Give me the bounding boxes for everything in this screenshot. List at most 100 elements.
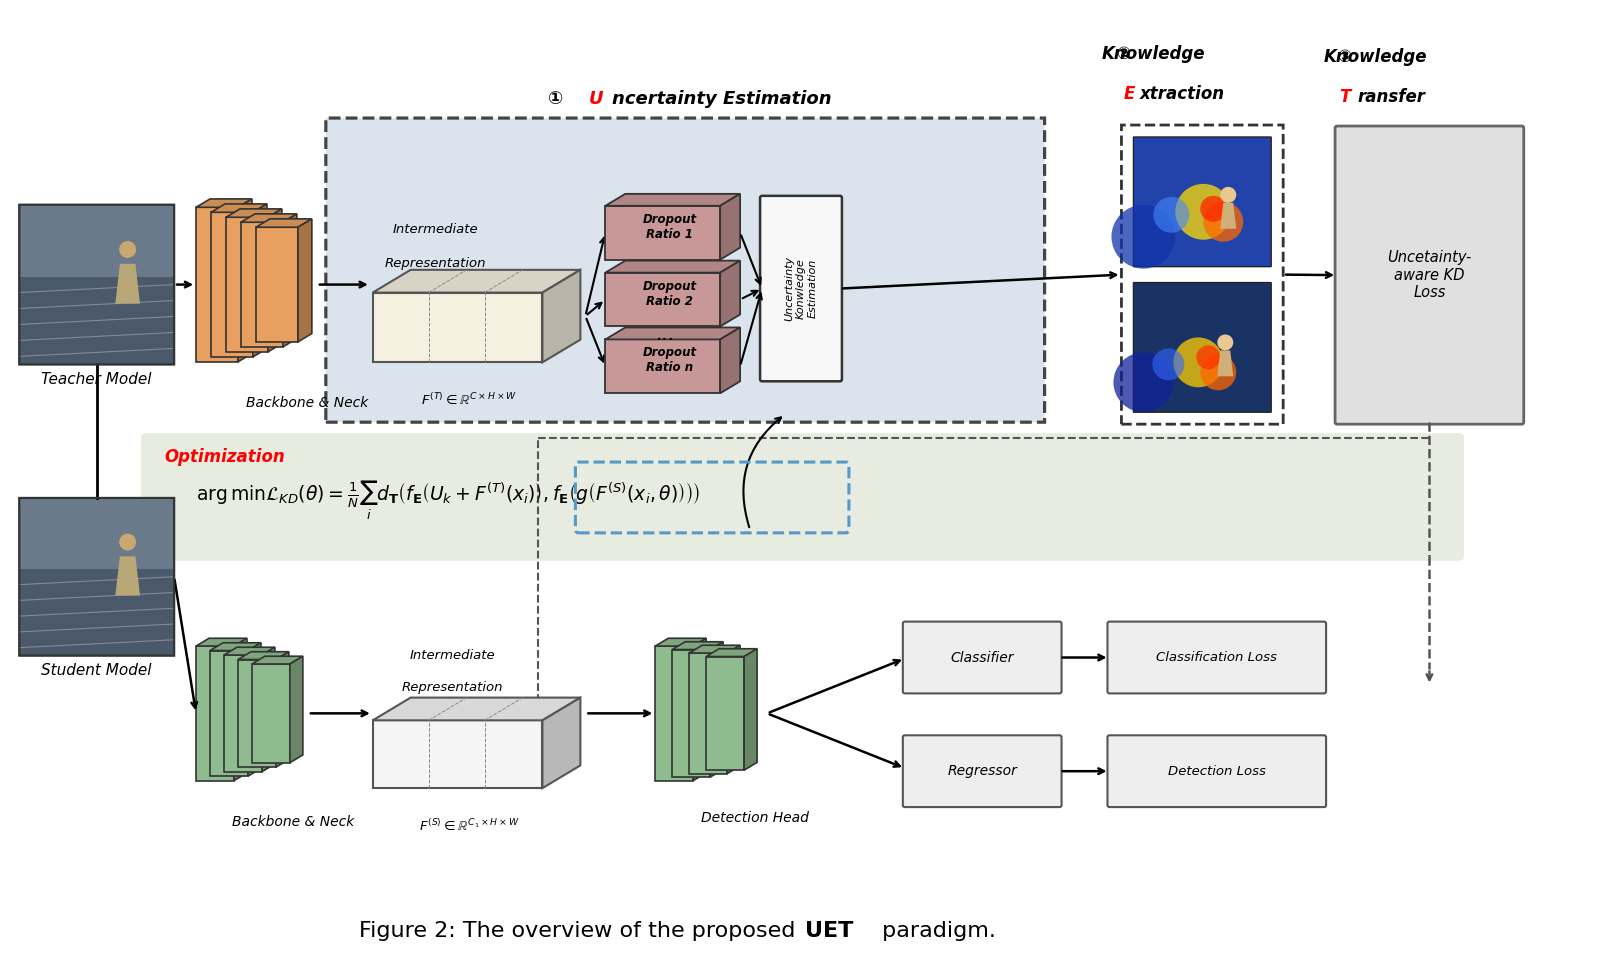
Circle shape [1220,187,1236,203]
Circle shape [1217,334,1233,351]
Polygon shape [709,642,722,777]
Polygon shape [196,646,234,780]
Text: paradigm.: paradigm. [875,920,995,941]
Polygon shape [196,207,238,362]
Text: Dropout
Ratio n: Dropout Ratio n [642,347,697,374]
FancyBboxPatch shape [759,196,841,381]
Text: ...: ... [655,325,674,344]
Circle shape [1111,205,1175,269]
Polygon shape [743,649,756,770]
Polygon shape [542,270,579,362]
Polygon shape [372,270,579,292]
Polygon shape [605,339,719,393]
Text: Knowledge: Knowledge [1323,48,1425,66]
Polygon shape [672,650,709,777]
Text: Teacher Model: Teacher Model [42,372,152,388]
FancyBboxPatch shape [326,118,1043,422]
Text: U: U [587,90,602,108]
Polygon shape [255,227,297,342]
Polygon shape [605,261,740,273]
Text: Uncetainty-
aware KD
Loss: Uncetainty- aware KD Loss [1387,250,1470,300]
Polygon shape [252,664,291,763]
Polygon shape [719,261,740,326]
FancyBboxPatch shape [1133,282,1271,412]
Text: T: T [1339,88,1350,106]
Polygon shape [672,642,722,650]
Polygon shape [255,219,311,227]
Polygon shape [693,638,706,780]
Text: Optimization: Optimization [164,448,284,467]
Text: ncertainty Estimation: ncertainty Estimation [612,90,831,108]
Polygon shape [254,204,266,356]
Polygon shape [719,194,740,260]
Circle shape [1152,197,1189,233]
Polygon shape [372,697,579,721]
Text: Classifier: Classifier [950,651,1013,664]
Polygon shape [210,204,266,212]
Text: Representation: Representation [385,256,486,270]
Polygon shape [706,649,756,656]
Polygon shape [241,222,282,347]
Polygon shape [1217,351,1233,376]
Polygon shape [1220,203,1236,229]
Circle shape [119,534,136,550]
Text: ransfer: ransfer [1356,88,1424,106]
Polygon shape [116,264,140,304]
Circle shape [1199,355,1236,391]
Polygon shape [247,643,260,776]
Text: $F^{(T)} \in \mathbb{R}^{C\times H\times W}$: $F^{(T)} \in \mathbb{R}^{C\times H\times… [421,393,517,408]
FancyBboxPatch shape [1133,137,1271,267]
Polygon shape [655,646,693,780]
FancyBboxPatch shape [19,205,173,364]
Polygon shape [238,659,276,768]
Text: Regressor: Regressor [947,765,1016,778]
Polygon shape [727,645,740,773]
Text: Intermediate: Intermediate [409,649,494,661]
Circle shape [1196,346,1220,369]
Polygon shape [196,199,252,207]
Circle shape [119,241,136,258]
Polygon shape [196,638,247,646]
Polygon shape [372,721,542,788]
Polygon shape [262,648,274,771]
Polygon shape [19,498,173,569]
Polygon shape [210,651,247,776]
FancyBboxPatch shape [19,498,173,656]
Polygon shape [19,205,173,277]
Text: Student Model: Student Model [42,663,152,679]
FancyBboxPatch shape [141,433,1462,561]
Text: ③: ③ [1337,48,1350,66]
Circle shape [1112,353,1173,412]
Text: Detection Loss: Detection Loss [1167,765,1265,777]
Text: ②: ② [1115,45,1130,63]
Polygon shape [252,656,303,664]
Polygon shape [19,569,173,656]
Polygon shape [689,653,727,773]
Text: Uncertainty
Konwledge
Estimation: Uncertainty Konwledge Estimation [783,256,817,321]
FancyBboxPatch shape [1107,621,1326,693]
Text: Figure 2: The overview of the proposed: Figure 2: The overview of the proposed [360,920,802,941]
FancyBboxPatch shape [1107,735,1326,807]
Polygon shape [706,656,743,770]
Polygon shape [719,327,740,393]
Polygon shape [19,277,173,364]
Text: ①: ① [547,90,563,108]
Polygon shape [223,648,274,656]
Polygon shape [238,652,289,659]
Polygon shape [116,556,140,596]
Text: Knowledge: Knowledge [1101,45,1204,63]
Polygon shape [605,194,740,206]
Polygon shape [291,656,303,763]
Text: Representation: Representation [401,682,502,694]
Text: Backbone & Neck: Backbone & Neck [246,396,368,410]
Polygon shape [268,208,282,352]
Polygon shape [605,206,719,260]
FancyBboxPatch shape [1334,126,1523,425]
Polygon shape [234,638,247,780]
Text: $F^{(S)} \in \mathbb{R}^{C_1\times H\times W}$: $F^{(S)} \in \mathbb{R}^{C_1\times H\tim… [419,818,518,834]
Text: xtraction: xtraction [1138,85,1223,103]
FancyBboxPatch shape [902,735,1061,807]
Polygon shape [605,273,719,326]
Polygon shape [210,643,260,651]
Text: Dropout
Ratio 1: Dropout Ratio 1 [642,212,697,241]
